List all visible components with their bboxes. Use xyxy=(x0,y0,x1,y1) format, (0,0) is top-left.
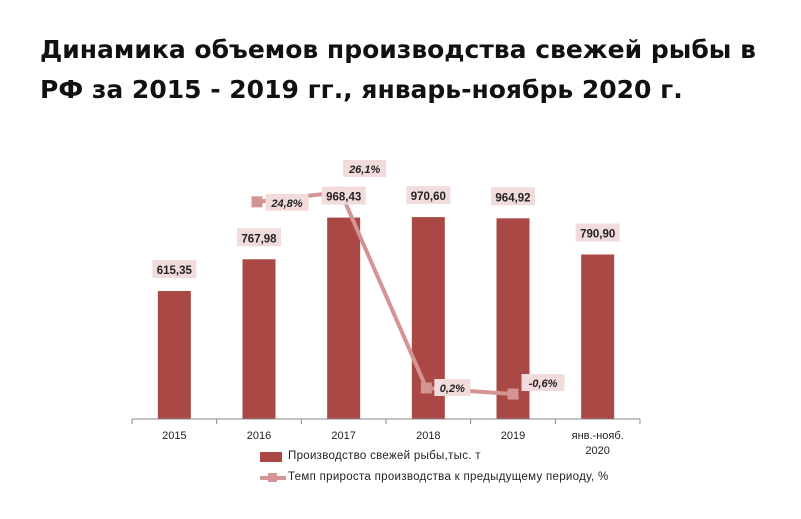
bar-value-label: 790,90 xyxy=(580,228,615,240)
bar-value-label-bg xyxy=(152,260,197,279)
bar-value-label-bg xyxy=(491,187,535,206)
bar-value-label: 615,35 xyxy=(157,265,193,277)
growth-value-label-bg xyxy=(343,160,387,177)
x-tick-label: 2019 xyxy=(501,430,525,442)
bar-value-label-bg xyxy=(575,223,620,242)
bar xyxy=(157,291,191,419)
growth-value-label: 24,8% xyxy=(270,198,302,210)
growth-marker xyxy=(420,382,432,394)
bar xyxy=(327,217,361,419)
bar-value-label: 970,60 xyxy=(411,191,446,203)
bar xyxy=(581,254,615,419)
data-labels: 615,35 767,98 968,43 970,60 964,92 790,90 24,8… xyxy=(152,160,620,396)
legend-label-growth: Темп прироста производства к предыдущему… xyxy=(288,471,609,483)
growth-line-series xyxy=(251,186,519,400)
growth-marker xyxy=(251,196,263,208)
x-tick-label: 2017 xyxy=(331,430,355,442)
growth-value-label-bg xyxy=(265,193,309,211)
legend-line-marker xyxy=(268,473,277,482)
growth-value-label-bg xyxy=(434,379,471,396)
bar-value-label: 767,98 xyxy=(241,233,277,245)
chart-title: Динамика объемов производства свежей рыб… xyxy=(40,35,756,104)
x-tick-label: 2015 xyxy=(162,430,186,442)
growth-value-label: -0,6% xyxy=(529,378,558,390)
bar-value-label-bg xyxy=(237,228,281,247)
bar-value-label-bg xyxy=(321,186,366,205)
bar-value-label: 964,92 xyxy=(495,192,530,204)
x-axis: 2015 2016 2017 2018 2019 янв.-нояб. 2020 xyxy=(131,418,641,457)
x-tick-label: 2016 xyxy=(247,430,271,442)
legend-label-production: Производство свежей рыбы,тыс. т xyxy=(288,450,481,462)
bar-series xyxy=(157,217,615,419)
growth-marker xyxy=(507,388,519,400)
bar-value-label-bg xyxy=(406,186,451,205)
growth-value-label: 26,1% xyxy=(348,164,380,176)
growth-line xyxy=(256,190,514,397)
growth-value-label: 0,2% xyxy=(440,383,465,395)
x-tick-label: янв.-нояб. xyxy=(572,430,624,442)
x-tick-label: 2018 xyxy=(416,430,440,442)
bar-value-label: 968,43 xyxy=(326,192,361,204)
legend-bar-swatch xyxy=(260,452,282,462)
bar xyxy=(242,259,276,419)
growth-value-label-bg xyxy=(521,374,565,392)
x-tick-label: 2020 xyxy=(585,445,609,457)
